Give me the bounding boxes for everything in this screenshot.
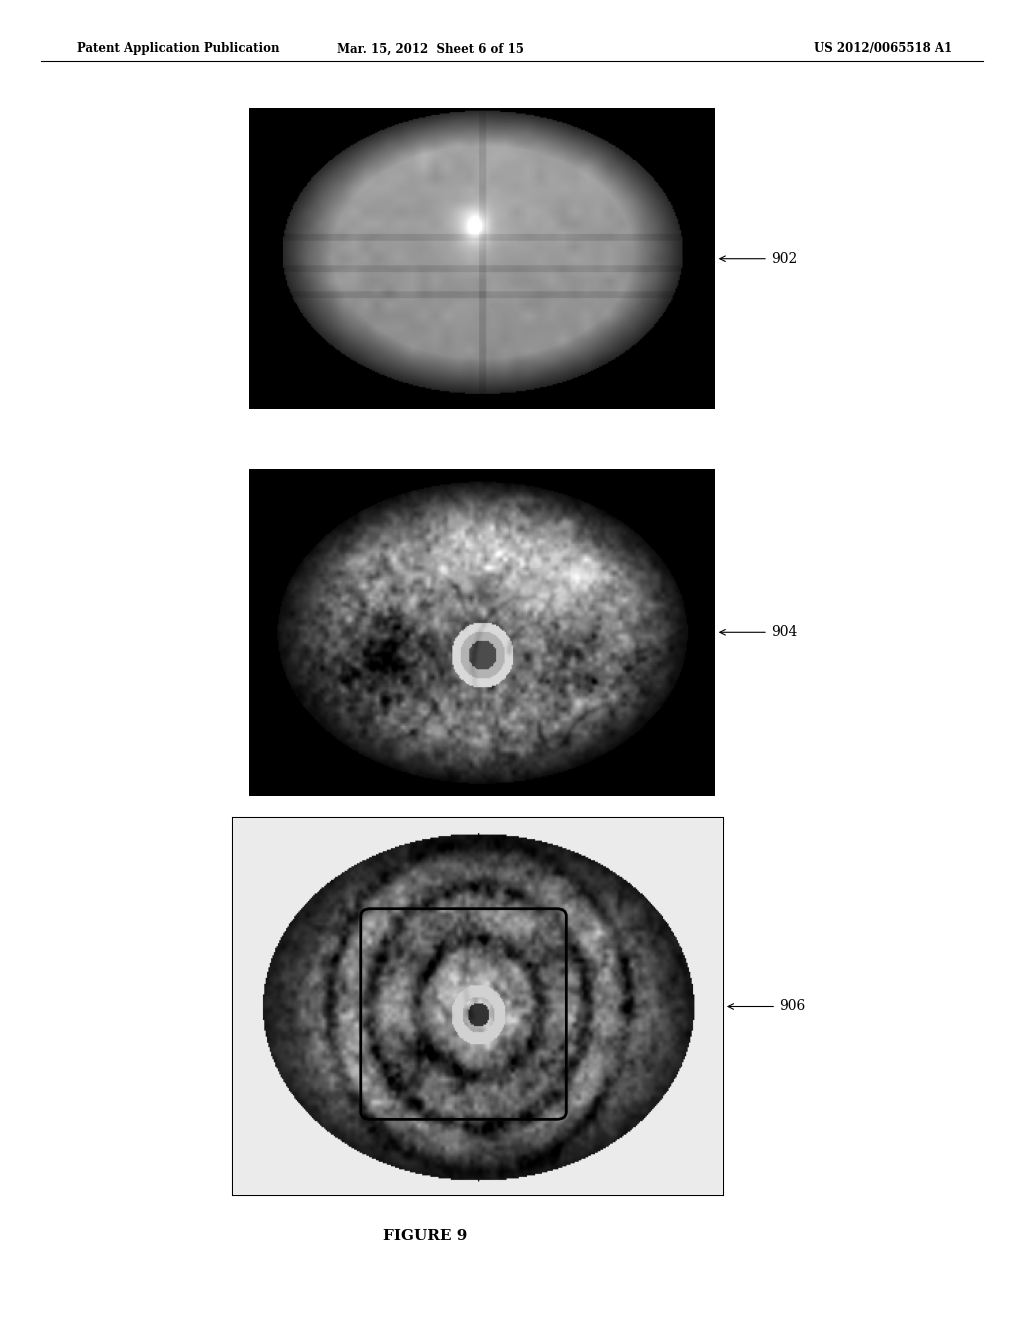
Bar [233,818,723,1195]
Text: 906: 906 [779,999,806,1014]
Text: Patent Application Publication: Patent Application Publication [77,42,280,55]
Text: US 2012/0065518 A1: US 2012/0065518 A1 [814,42,952,55]
Text: 902: 902 [771,252,798,265]
Text: 904: 904 [771,626,798,639]
Bar [249,108,715,409]
Bar [249,469,715,796]
Text: Mar. 15, 2012  Sheet 6 of 15: Mar. 15, 2012 Sheet 6 of 15 [337,42,523,55]
Text: FIGURE 9: FIGURE 9 [383,1229,467,1243]
